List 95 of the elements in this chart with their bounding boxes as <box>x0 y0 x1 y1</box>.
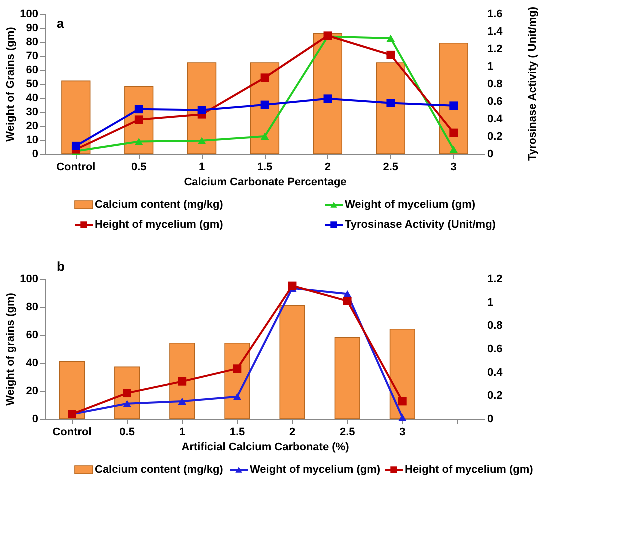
y-axis-title: Weight of Grains (gm) <box>5 26 18 142</box>
y-tick-label: 0 <box>32 414 38 426</box>
x-tick-label: 3 <box>400 426 406 438</box>
y-tick-label: 100 <box>20 274 38 286</box>
point <box>134 116 144 124</box>
x-axis-title: Artificial Calcium Carbonate (%) <box>182 442 350 454</box>
y-tick-label: 10 <box>26 134 38 146</box>
y2-tick-label: 0.2 <box>488 131 503 143</box>
y-tick-label: 40 <box>26 92 38 104</box>
legend-label: Tyrosinase Activity (Unit/mg) <box>345 219 496 231</box>
x-tick-label: 0.5 <box>120 426 135 438</box>
point <box>198 106 206 114</box>
point <box>134 138 144 146</box>
bar <box>390 329 416 420</box>
point <box>72 142 80 150</box>
y-tick-label: 30 <box>26 106 38 118</box>
x-tick-label: 2.5 <box>340 426 356 438</box>
y2-tick-label: 0 <box>488 414 494 426</box>
y2-tick-label: 0 <box>488 148 494 160</box>
y2-tick-label: 1 <box>488 61 494 73</box>
point <box>178 398 187 406</box>
y-tick-label: 100 <box>20 8 38 20</box>
y-tick-label: 90 <box>26 22 38 34</box>
y2-tick-label: 1.2 <box>488 44 503 56</box>
bar <box>439 43 468 154</box>
x-tick-label: Control <box>56 162 96 174</box>
point <box>260 100 270 110</box>
point <box>386 50 396 60</box>
bar <box>313 33 343 154</box>
x-tick-label: 3 <box>450 162 457 174</box>
bar <box>59 361 86 420</box>
y-tick-label: 40 <box>26 358 38 370</box>
y-tick-label: 20 <box>26 386 38 398</box>
y-tick-label: 80 <box>26 36 38 48</box>
point <box>450 146 458 154</box>
point <box>343 296 352 306</box>
point <box>324 94 332 104</box>
bar <box>376 62 406 154</box>
x-tick-label: 1.5 <box>230 426 246 438</box>
x-tick-label: 0.5 <box>131 162 147 174</box>
x-tick-label: 1.5 <box>257 162 273 174</box>
y2-tick-label: 0.8 <box>488 320 503 332</box>
bar <box>280 305 306 420</box>
y2-tick-label: 1.6 <box>488 8 503 20</box>
y-tick-label: 60 <box>26 330 38 342</box>
y2-tick-label: 0.4 <box>488 366 504 379</box>
point <box>134 105 144 114</box>
point <box>233 364 242 374</box>
point <box>260 74 270 82</box>
point <box>123 400 132 408</box>
y-axis-title: Weight of grains (gm) <box>5 292 18 406</box>
y2-tick-label: 0.8 <box>488 78 503 90</box>
point <box>398 414 407 422</box>
x-tick-label: 1 <box>198 162 206 174</box>
y2-tick-label: 0.4 <box>488 114 504 126</box>
x-tick-label: Control <box>52 426 92 438</box>
legend-label: Weight of mycelium (gm) <box>250 464 381 476</box>
annotation: a <box>57 16 65 31</box>
y2-tick-label: 1.4 <box>488 26 504 38</box>
point <box>260 132 270 140</box>
point <box>450 128 458 138</box>
point <box>386 99 396 108</box>
legend-label: Calcium content (mg/kg) <box>95 464 224 476</box>
point <box>398 397 407 406</box>
y2-tick-label: 0.2 <box>488 390 503 402</box>
legend-label: Weight of mycelium (gm) <box>345 199 476 211</box>
x-tick-label: 2 <box>324 162 332 174</box>
text: b <box>57 259 65 274</box>
point <box>233 393 242 400</box>
y-tick-label: 20 <box>26 120 38 132</box>
point <box>386 34 396 42</box>
legend-label: Height of mycelium (gm) <box>405 464 534 476</box>
point <box>123 389 132 398</box>
y2-axis-title: Tyrosinase Activity ( Unit/mg) <box>527 6 539 162</box>
x-tick-label: 2.5 <box>383 162 399 174</box>
point <box>198 137 206 144</box>
y-tick-label: 60 <box>26 64 38 76</box>
y2-tick-label: 1.2 <box>488 274 503 286</box>
point <box>178 377 187 386</box>
x-tick-label: 2 <box>289 426 296 438</box>
y-tick-label: 50 <box>26 78 38 90</box>
y2-tick-label: 0.6 <box>488 96 503 108</box>
y2-tick-label: 1 <box>488 296 494 309</box>
bar <box>62 80 91 154</box>
y-tick-label: 80 <box>26 302 38 314</box>
y-tick-label: 0 <box>32 148 38 160</box>
point <box>450 102 458 110</box>
x-tick-label: 1 <box>179 426 186 438</box>
bar <box>334 337 360 420</box>
legend-label: Calcium content (mg/kg) <box>95 199 224 211</box>
point <box>288 282 297 290</box>
legend-label: Height of mycelium (gm) <box>95 219 224 231</box>
y2-tick-label: 0.6 <box>488 344 503 356</box>
x-axis-title: Calcium Carbonate Percentage <box>184 176 347 188</box>
y-tick-label: 70 <box>26 50 38 62</box>
